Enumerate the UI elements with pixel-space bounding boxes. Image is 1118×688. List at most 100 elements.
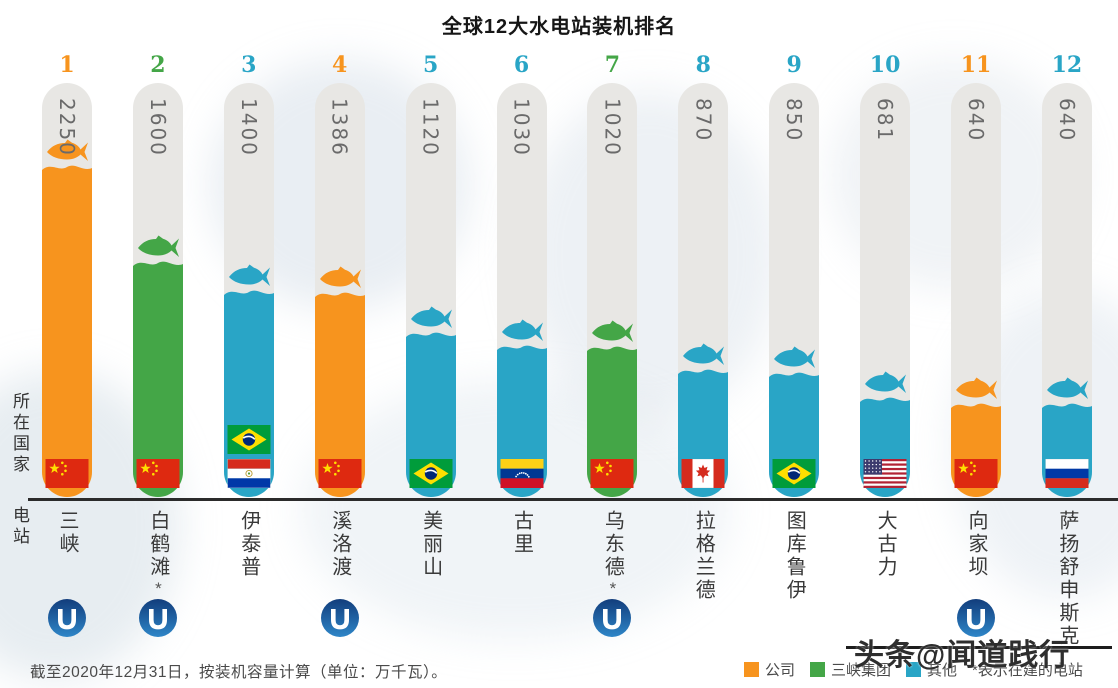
fish-icon <box>410 306 452 328</box>
bar-fill-graphic <box>769 83 820 497</box>
fish-icon <box>501 319 543 341</box>
country-flags <box>863 459 907 488</box>
fish-icon <box>228 264 270 286</box>
footnote: 截至2020年12月31日，按装机容量计算（单位：万千瓦）。 <box>30 664 448 681</box>
fish-icon <box>1046 377 1088 399</box>
legend-label: 公司 <box>765 662 796 679</box>
axis-label-country: 所在国家 <box>10 392 29 476</box>
ctg-logo-icon <box>48 599 86 637</box>
bar-fill-graphic <box>860 83 911 497</box>
capacity-value: 1400 <box>236 98 261 157</box>
fish-icon <box>956 377 997 399</box>
ctg-logo-icon <box>138 599 177 637</box>
station-name: 乌东德* <box>601 510 624 601</box>
fish-icon <box>592 320 634 342</box>
fish-icon <box>319 266 361 288</box>
fish-icon <box>774 346 816 368</box>
flag-cn-icon <box>45 459 89 488</box>
bar-capsule: 681 <box>860 83 911 497</box>
flag-br-icon <box>227 425 271 454</box>
legend-item: 公司 <box>744 659 795 680</box>
capacity-value: 681 <box>873 98 898 143</box>
bar-fill-graphic <box>42 83 92 497</box>
legend-swatch <box>810 662 826 677</box>
baseline-rule <box>28 498 1118 501</box>
flag-py-icon <box>227 459 271 488</box>
station-column-5: 5 1120 美丽山 <box>385 52 476 682</box>
bar-fill-graphic <box>951 83 1001 497</box>
rank-number: 11 <box>960 52 992 78</box>
under-construction-asterisk: * <box>603 579 623 601</box>
flag-br-icon <box>772 459 816 488</box>
background-wash <box>520 90 780 420</box>
station-name: 溪洛渡 <box>328 510 351 579</box>
station-name: 美丽山 <box>419 510 442 579</box>
bar-fill-graphic <box>405 83 456 497</box>
station-column-12: 12 640 萨扬舒申斯克 <box>1021 52 1112 682</box>
country-flags <box>772 459 816 488</box>
station-column-6: 6 1030 古里 <box>476 52 567 682</box>
page-title: 全球12大水电站装机排名 <box>441 16 677 38</box>
station-column-7: 7 1020 乌东德* <box>567 52 658 682</box>
watermark-line <box>846 646 1112 649</box>
capacity-value: 1030 <box>509 98 534 157</box>
bar-capsule: 850 <box>769 83 820 497</box>
flag-ca-icon <box>681 459 725 488</box>
bar-fill-graphic <box>678 83 729 497</box>
station-column-1: 1 2250 三峡 <box>22 52 113 682</box>
bar-capsule: 1120 <box>405 83 456 497</box>
legend-label: 其他 <box>927 662 958 679</box>
capacity-value: 2250 <box>55 98 79 157</box>
station-name: 大古力 <box>874 510 897 579</box>
legend-label: 三峡集团 <box>831 662 892 679</box>
station-column-3: 3 1400 伊泰普 <box>203 52 294 682</box>
ctg-logo-icon <box>320 599 359 637</box>
legend: 公司 三峡集团 其他 *表示在建的电站 <box>744 659 1083 680</box>
flag-us-icon <box>863 459 907 488</box>
bar-capsule: 1386 <box>314 83 365 497</box>
country-flags <box>45 459 89 488</box>
bar-capsule: 640 <box>951 83 1001 497</box>
bar-capsule: 1400 <box>223 83 274 497</box>
capacity-value: 1386 <box>327 98 352 157</box>
rank-number: 6 <box>513 52 530 78</box>
bar-fill-graphic <box>132 83 183 497</box>
capacity-value: 850 <box>782 98 807 143</box>
bar-capsule: 1600 <box>132 83 183 497</box>
fish-icon <box>47 139 88 161</box>
rank-number: 1 <box>59 52 75 78</box>
legend-item: 其他 <box>906 659 957 680</box>
bar-capsule: 870 <box>678 83 729 497</box>
bar-fill-graphic <box>314 83 365 497</box>
rank-number: 3 <box>241 52 257 78</box>
rank-number: 5 <box>422 52 439 78</box>
legend-swatch <box>744 662 759 677</box>
station-name: 拉格兰德 <box>692 510 715 602</box>
ctg-logo-icon <box>593 599 632 637</box>
legend-items: 公司 三峡集团 其他 <box>744 659 957 680</box>
station-column-2: 2 1600 白鹤滩* <box>112 52 203 682</box>
flag-br-icon <box>409 459 453 488</box>
legend-swatch <box>906 662 922 677</box>
country-flags <box>954 459 998 488</box>
rank-number: 2 <box>150 52 166 78</box>
country-flags <box>681 459 725 488</box>
flag-ve-icon <box>500 459 543 488</box>
capacity-value: 640 <box>964 98 988 143</box>
under-construction-asterisk: * <box>148 579 168 601</box>
station-name: 三峡 <box>56 510 78 556</box>
bar-fill-graphic <box>1041 83 1092 497</box>
station-name: 向家坝 <box>965 510 987 579</box>
capacity-value: 1020 <box>600 98 625 157</box>
watermark: 头条@闻道践行 <box>854 639 1071 672</box>
capacity-value: 870 <box>691 98 716 143</box>
flag-cn-icon <box>318 459 362 488</box>
fish-icon <box>683 343 725 365</box>
flag-cn-icon <box>136 459 180 488</box>
rank-number: 9 <box>786 52 802 78</box>
station-name: 图库鲁伊 <box>783 510 806 602</box>
station-name: 古里 <box>510 510 533 556</box>
rank-number: 8 <box>695 52 711 78</box>
capacity-value: 1120 <box>418 98 443 157</box>
